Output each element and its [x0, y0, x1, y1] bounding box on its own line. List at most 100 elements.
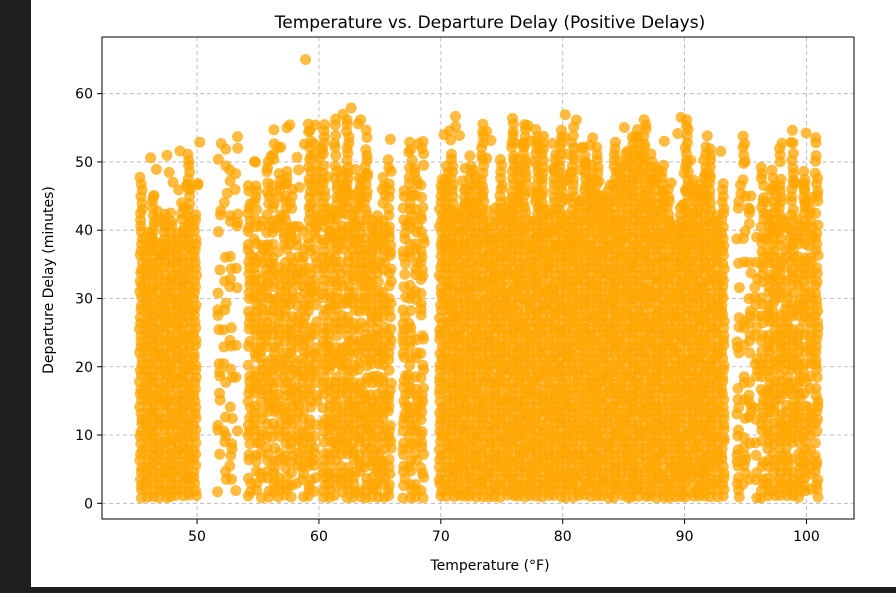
scatter-point — [293, 164, 305, 176]
scatter-point — [308, 442, 320, 454]
scatter-point — [733, 424, 744, 436]
scatter-point — [218, 197, 230, 208]
scatter-point — [622, 145, 633, 157]
scatter-point — [289, 220, 301, 232]
scatter-point — [704, 143, 716, 155]
scatter-point — [249, 156, 260, 167]
scatter-point — [615, 235, 627, 247]
scatter-point — [225, 322, 237, 334]
scatter-point — [738, 157, 750, 169]
scatter-point — [232, 216, 243, 228]
scatter-point — [415, 298, 427, 310]
scatter-point — [383, 202, 394, 214]
scatter-point — [460, 183, 472, 195]
scatter-point — [701, 130, 713, 142]
scatter-point — [416, 191, 427, 203]
scatter-point — [737, 130, 749, 142]
scatter-point — [382, 154, 394, 166]
scatter-point — [218, 425, 230, 437]
scatter-point — [568, 121, 580, 133]
scatter-point — [348, 189, 360, 201]
scatter-point — [417, 359, 429, 371]
scatter-point — [212, 287, 224, 299]
scatter-point — [309, 430, 321, 442]
scatter-point — [225, 363, 237, 375]
scatter-point — [311, 316, 323, 328]
scatter-point — [285, 229, 297, 241]
scatter-point — [533, 188, 545, 200]
scatter-point — [418, 237, 430, 249]
scatter-point — [184, 198, 196, 210]
scatter-point — [749, 281, 761, 293]
scatter-point — [173, 184, 185, 196]
scatter-point — [415, 288, 427, 299]
scatter-point — [415, 210, 427, 222]
scatter-point — [405, 305, 417, 316]
scatter-point — [231, 282, 243, 294]
scatter-point — [404, 136, 416, 148]
scatter-point — [232, 208, 244, 220]
scatter-point — [507, 112, 518, 124]
scatter-point — [214, 448, 226, 460]
scatter-point — [504, 205, 516, 217]
scatter-point — [281, 177, 293, 189]
scatter-point — [383, 293, 395, 305]
scatter-point — [680, 184, 692, 196]
scatter-point — [453, 212, 465, 224]
scatter-point — [298, 138, 310, 150]
scatter-point — [342, 147, 354, 159]
scatter-point — [440, 160, 452, 172]
scatter-point — [224, 250, 236, 262]
scatter-point — [690, 225, 702, 237]
scatter-point — [188, 348, 200, 360]
scatter-point — [348, 287, 360, 299]
scatter-point — [410, 238, 422, 250]
scatter-point — [291, 151, 303, 163]
scatter-point — [230, 485, 242, 497]
scatter-point — [742, 202, 754, 214]
scatter-point — [665, 177, 677, 189]
scatter-point — [242, 359, 254, 371]
scatter-point — [399, 268, 411, 280]
scatter-point — [587, 132, 599, 144]
scatter-point — [134, 171, 146, 183]
scatter-point — [285, 491, 297, 503]
scatter-point — [232, 131, 244, 143]
scatter-point — [220, 297, 232, 309]
scatter-point — [340, 183, 352, 194]
scatter-point — [550, 240, 562, 252]
scatter-point — [522, 120, 534, 131]
scatter-point — [611, 218, 623, 230]
scatter-point — [385, 323, 397, 335]
scatter-point — [481, 204, 493, 216]
scatter-point — [593, 175, 605, 187]
scatter-point — [484, 235, 495, 247]
scatter-point — [564, 236, 576, 248]
scatter-point — [743, 389, 755, 401]
scatter-point — [309, 274, 321, 286]
scatter-point — [547, 163, 559, 175]
scatter-point — [481, 152, 493, 164]
scatter-point — [302, 262, 314, 274]
scatter-point — [190, 233, 202, 245]
scatter-point — [145, 152, 157, 164]
scatter-point — [418, 382, 429, 394]
data-points — [134, 54, 824, 504]
scatter-point — [441, 206, 453, 218]
scatter-point — [438, 129, 450, 141]
scatter-point — [739, 450, 751, 462]
scatter-point — [418, 159, 430, 171]
scatter-point — [309, 218, 321, 230]
scatter-point — [675, 111, 687, 123]
scatter-point — [415, 347, 427, 359]
scatter-point — [559, 109, 571, 121]
scatter-point — [585, 188, 597, 200]
scatter-point — [383, 178, 395, 190]
scatter-point — [212, 226, 224, 238]
scatter-point — [733, 282, 745, 294]
scatter-point — [481, 125, 493, 137]
scatter-point — [525, 186, 537, 198]
scatter-point — [319, 119, 331, 131]
scatter-point — [349, 164, 361, 175]
scatter-point — [509, 137, 521, 149]
